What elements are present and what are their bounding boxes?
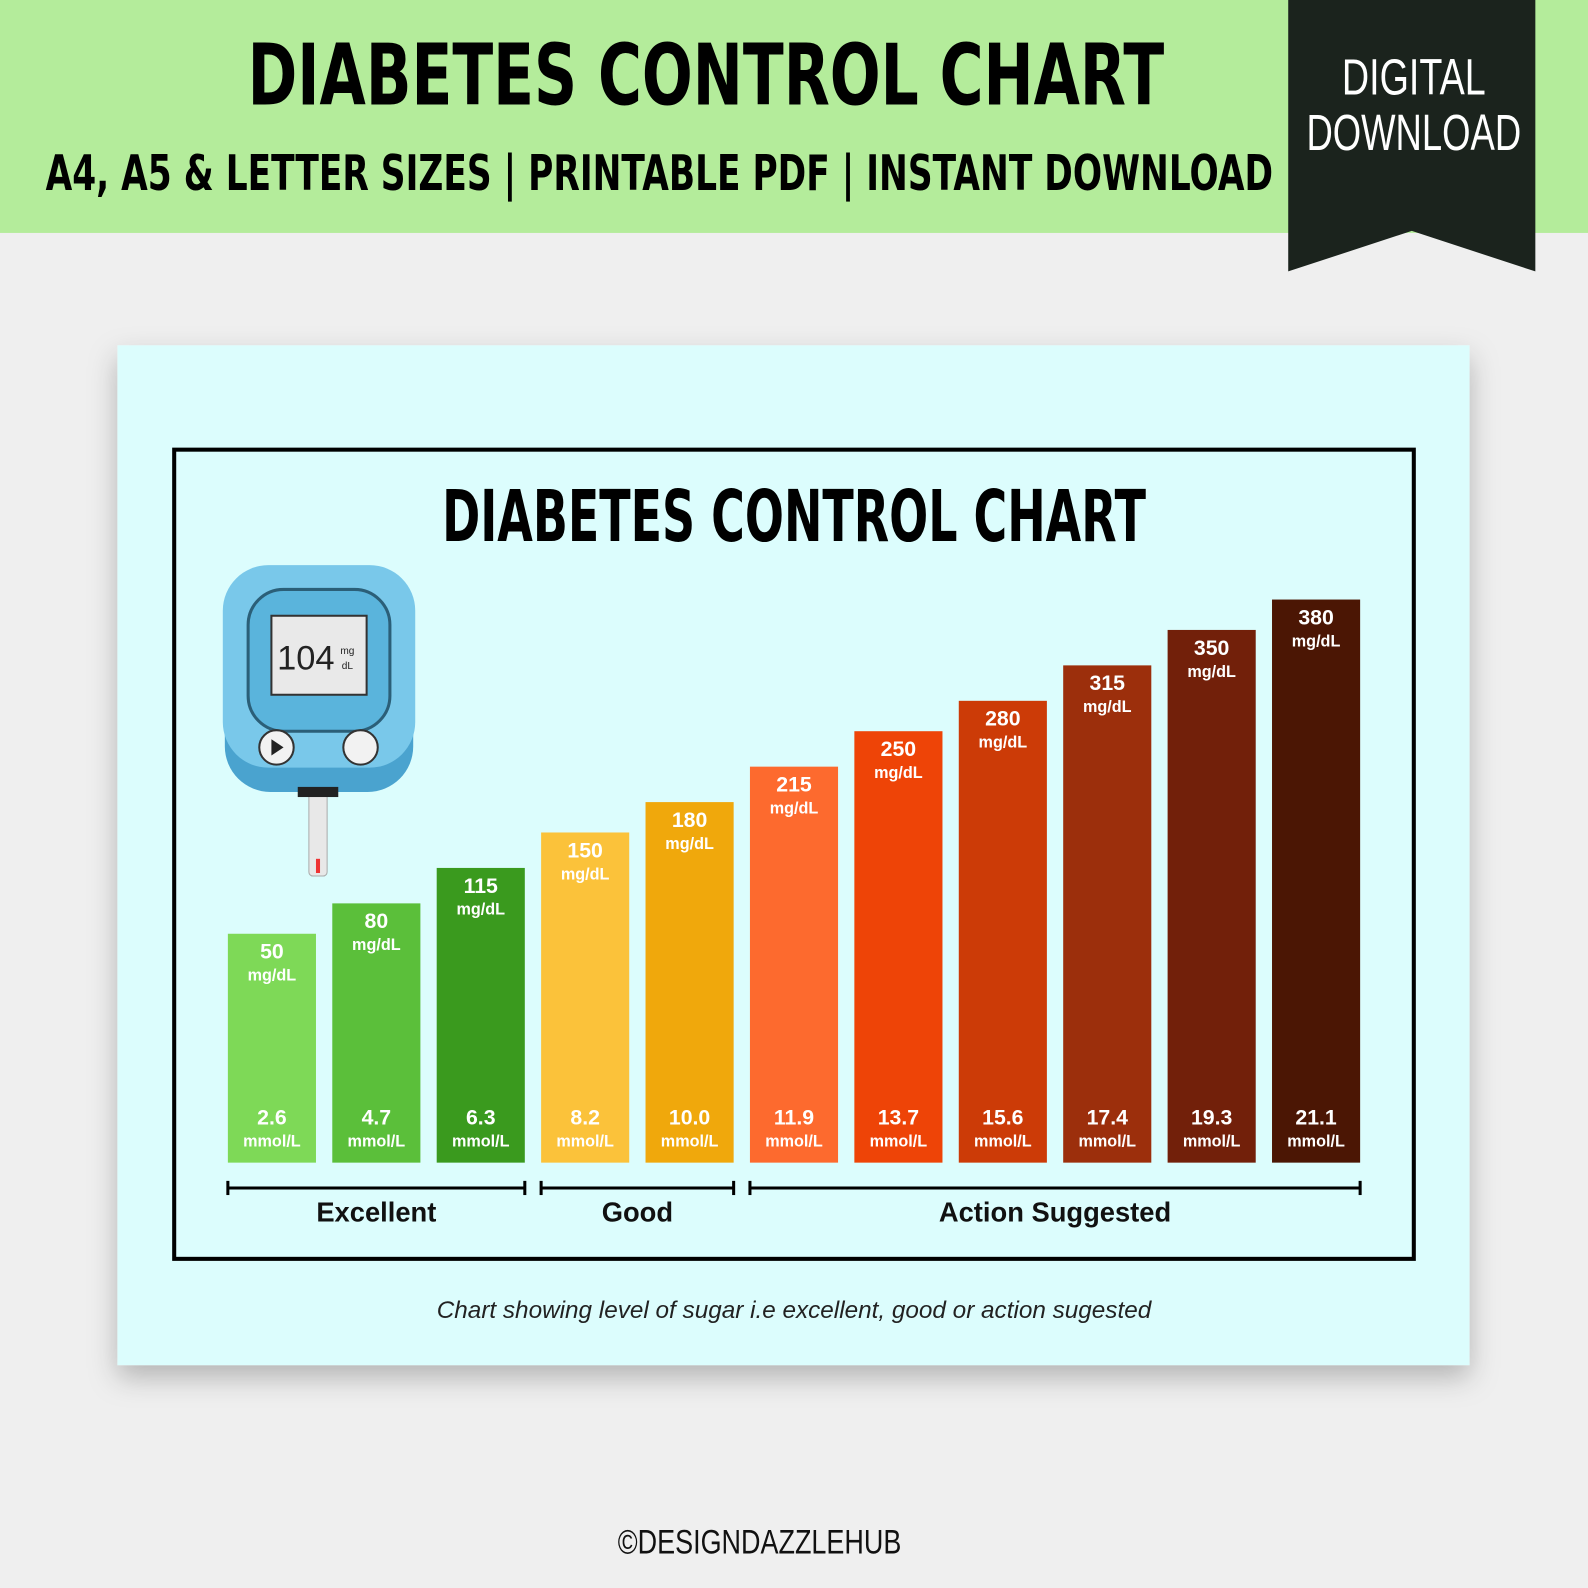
- meter-screen: [270, 614, 368, 696]
- secondary-value-label: 10.0: [669, 1106, 710, 1130]
- secondary-value-label: 19.3: [1191, 1106, 1233, 1130]
- secondary-value-label: 4.7: [362, 1106, 392, 1130]
- secondary-value-label: 21.1: [1295, 1106, 1337, 1130]
- bar: [436, 867, 525, 1163]
- secondary-unit-label: mmol/L: [661, 1133, 719, 1151]
- meter-button: [342, 729, 379, 766]
- group-label: Action Suggested: [939, 1197, 1171, 1228]
- bar: [854, 731, 943, 1163]
- value-label: 215: [776, 773, 812, 797]
- bar: [227, 933, 316, 1163]
- strip-port: [297, 786, 339, 798]
- badge-line: DIGITAL: [1342, 48, 1486, 105]
- secondary-unit-label: mmol/L: [243, 1133, 301, 1151]
- secondary-unit-label: mmol/L: [765, 1133, 823, 1151]
- bar: [958, 700, 1047, 1163]
- secondary-value-label: 11.9: [774, 1106, 814, 1130]
- value-label: 115: [464, 874, 498, 898]
- footer: ©DESIGNDAZZLEHUB: [618, 1524, 902, 1562]
- value-label: 315: [1090, 671, 1126, 695]
- value-label: 250: [881, 737, 916, 761]
- unit-label: mg/dL: [665, 835, 714, 853]
- value-label: 80: [365, 909, 389, 933]
- secondary-value-label: 15.6: [982, 1106, 1024, 1130]
- secondary-unit-label: mmol/L: [556, 1133, 614, 1151]
- caption: Chart showing level of sugar i.e excelle…: [437, 1297, 1153, 1324]
- unit-label: mg/dL: [561, 865, 610, 883]
- unit-label: mg/dL: [874, 764, 923, 782]
- value-label: 150: [567, 838, 602, 862]
- unit-label: mg/dL: [770, 799, 819, 817]
- unit-label: mg/dL: [352, 936, 401, 954]
- header-title: DIABETES CONTROL CHART: [248, 26, 1165, 125]
- glucose-meter: 104 mg dL: [222, 565, 416, 877]
- secondary-value-label: 6.3: [466, 1106, 496, 1130]
- secondary-unit-label: mmol/L: [1078, 1133, 1136, 1151]
- value-label: 280: [985, 707, 1020, 731]
- secondary-value-label: 8.2: [570, 1106, 600, 1130]
- secondary-unit-label: mmol/L: [452, 1133, 510, 1151]
- secondary-unit-label: mmol/L: [1287, 1133, 1345, 1151]
- unit-label: mg/dL: [248, 967, 297, 985]
- bar: [332, 903, 421, 1163]
- bar: [1167, 629, 1256, 1163]
- secondary-value-label: 2.6: [257, 1106, 287, 1130]
- value-label: 180: [672, 808, 707, 832]
- meter-unit: dL: [342, 661, 354, 672]
- meter-unit: mg: [340, 646, 354, 657]
- secondary-value-label: 17.4: [1087, 1106, 1129, 1130]
- badge: [1288, 0, 1536, 272]
- unit-label: mg/dL: [456, 901, 505, 919]
- secondary-unit-label: mmol/L: [348, 1133, 406, 1151]
- chart-frame: [172, 447, 1416, 1261]
- secondary-unit-label: mmol/L: [974, 1133, 1032, 1151]
- group-label: Excellent: [316, 1197, 436, 1228]
- unit-label: mg/dL: [1083, 698, 1132, 716]
- play-icon: [271, 739, 284, 756]
- value-label: 380: [1298, 605, 1333, 629]
- bars: 50 mg/dL 2.6 mmol/L 80 mg/dL 4.7 mmol/L 115 mg/dL…: [226, 599, 1362, 1228]
- unit-label: mg/dL: [1292, 632, 1341, 650]
- bar: [1063, 665, 1152, 1163]
- meter-reading: 104: [277, 639, 334, 677]
- unit-label: mg/dL: [1187, 663, 1236, 681]
- group-label: Good: [602, 1197, 673, 1228]
- secondary-value-label: 13.7: [878, 1106, 919, 1130]
- value-label: 350: [1194, 636, 1229, 660]
- bar: [749, 766, 839, 1163]
- bar: [645, 802, 734, 1163]
- strip-mark: [315, 858, 321, 873]
- bar: [1272, 599, 1361, 1163]
- bar: [541, 832, 630, 1163]
- chart-title: DIABETES CONTROL CHART: [442, 475, 1146, 558]
- value-label: 50: [260, 940, 284, 964]
- header-subtitle: A4, A5 & LETTER SIZES | PRINTABLE PDF | …: [46, 146, 1273, 202]
- badge-line: DOWNLOAD: [1306, 104, 1521, 161]
- secondary-unit-label: mmol/L: [1183, 1133, 1241, 1151]
- secondary-unit-label: mmol/L: [870, 1133, 928, 1151]
- unit-label: mg/dL: [979, 734, 1028, 752]
